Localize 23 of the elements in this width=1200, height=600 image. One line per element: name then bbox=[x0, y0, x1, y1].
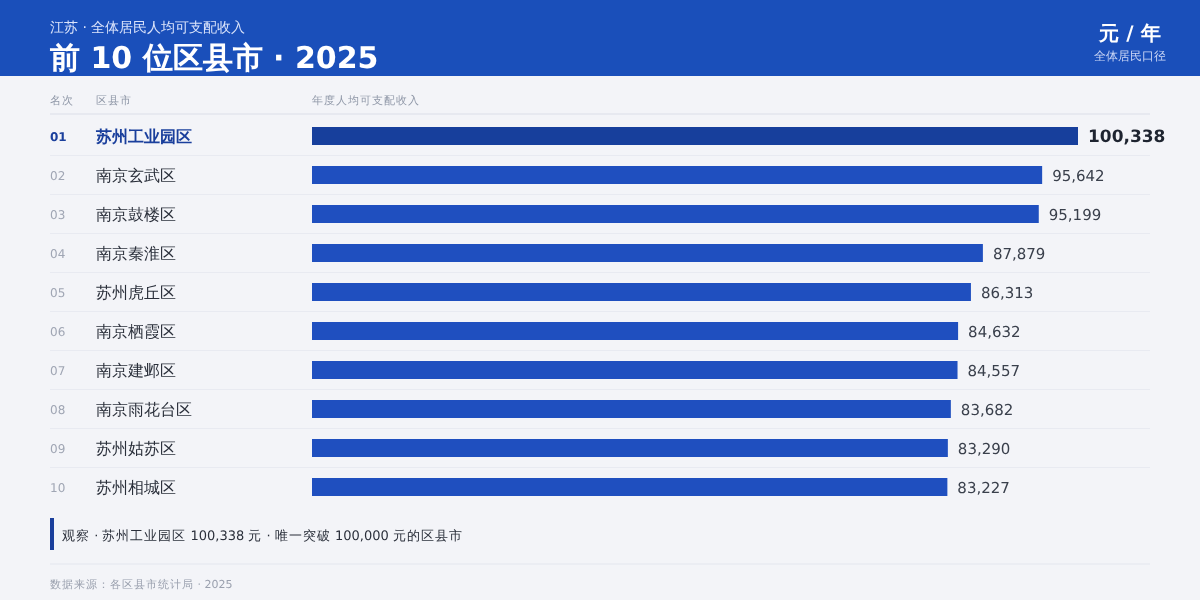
bar bbox=[312, 127, 1078, 145]
y-tick-label: 南京玄武区 bbox=[96, 167, 176, 185]
y-tick-label: 南京鼓楼区 bbox=[96, 206, 176, 224]
bar bbox=[312, 283, 971, 301]
y-tick-label: 苏州虎丘区 bbox=[96, 284, 176, 302]
bar bbox=[312, 166, 1043, 184]
y-tick-label: 南京建邺区 bbox=[96, 362, 176, 380]
data-label: 100,338 bbox=[1088, 128, 1166, 148]
y-tick-label: 苏州工业园区 bbox=[94, 128, 192, 146]
chart-title: 前 10 位区县市 · 2025 bbox=[48, 40, 379, 76]
y-tick-label: 南京栖霞区 bbox=[96, 323, 176, 341]
text: 元 / 年 bbox=[1097, 22, 1161, 46]
bar bbox=[312, 400, 951, 418]
y-tick-label: 苏州姑苏区 bbox=[96, 440, 176, 458]
bar bbox=[312, 244, 983, 262]
bar bbox=[312, 205, 1039, 223]
bar bbox=[312, 361, 958, 379]
y-tick-label: 苏州相城区 bbox=[96, 479, 176, 497]
bar bbox=[312, 322, 959, 340]
y-tick-label: 南京雨花台区 bbox=[96, 401, 192, 419]
bar bbox=[312, 478, 948, 496]
bar bbox=[312, 439, 948, 457]
y-tick-label: 南京秦淮区 bbox=[96, 245, 176, 263]
